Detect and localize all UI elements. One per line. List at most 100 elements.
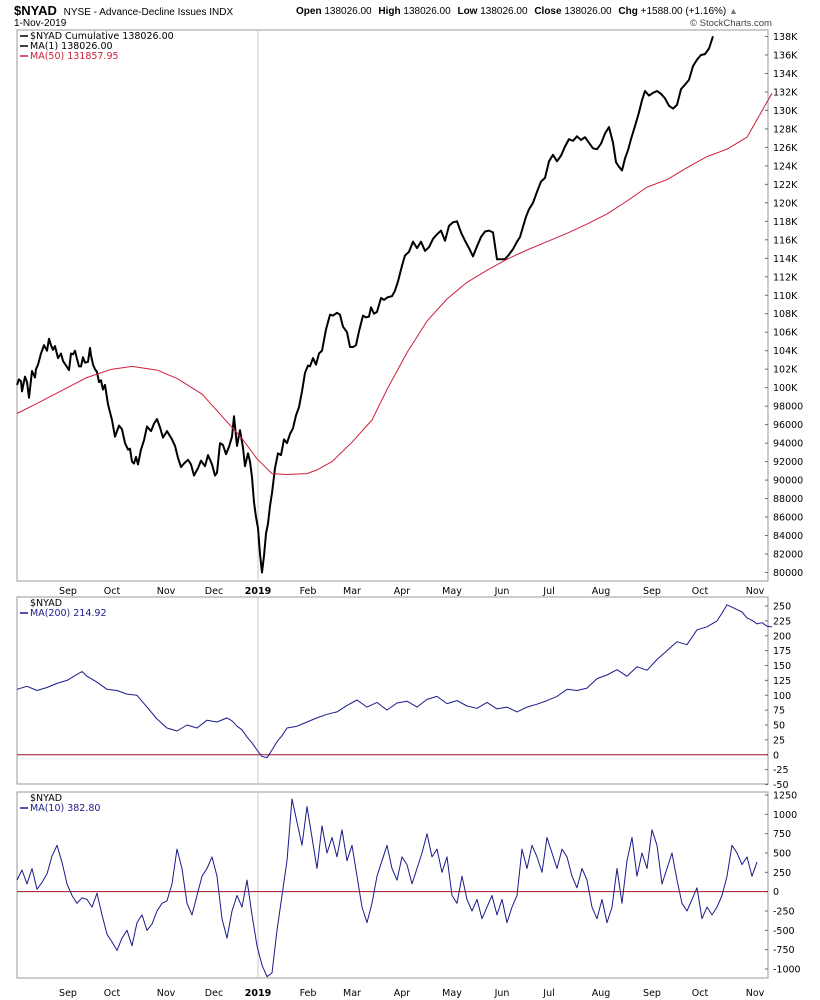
y-tick-label: -250 bbox=[773, 907, 795, 918]
series-line-ma-50- bbox=[16, 93, 773, 475]
low-value: 138026.00 bbox=[480, 6, 528, 17]
y-tick-label: 112K bbox=[773, 272, 798, 283]
high-label: High bbox=[378, 6, 401, 17]
chg-label: Chg bbox=[618, 6, 638, 17]
y-tick-label: 110K bbox=[773, 291, 798, 302]
x-tick-label: Sep bbox=[59, 988, 77, 999]
date-label: 1-Nov-2019 bbox=[14, 18, 67, 29]
y-tick-label: 100K bbox=[773, 383, 798, 394]
x-tick-label: Nov bbox=[157, 586, 176, 597]
y-tick-label: 98000 bbox=[773, 402, 803, 413]
y-tick-label: 94000 bbox=[773, 439, 803, 450]
chg-value: +1588.00 (+1.16%) bbox=[640, 6, 727, 17]
open-value: 138026.00 bbox=[324, 6, 372, 17]
open-label: Open bbox=[296, 6, 322, 17]
y-tick-label: 120K bbox=[773, 198, 798, 209]
y-tick-label: 82000 bbox=[773, 550, 803, 561]
y-tick-label: 0 bbox=[773, 887, 779, 898]
x-tick-label: Oct bbox=[104, 586, 121, 597]
x-tick-label: Oct bbox=[692, 586, 709, 597]
series-line-ma-10- bbox=[16, 798, 758, 978]
x-tick-label: Aug bbox=[592, 586, 611, 597]
y-tick-label: 96000 bbox=[773, 420, 803, 431]
x-tick-label: Sep bbox=[643, 586, 661, 597]
y-tick-label: -50 bbox=[773, 780, 789, 791]
x-tick-label: Mar bbox=[343, 988, 361, 999]
x-tick-label: Jul bbox=[542, 988, 554, 999]
symbol-description: NYSE - Advance-Decline Issues INDX bbox=[63, 7, 234, 18]
y-tick-label: 250 bbox=[773, 868, 791, 879]
y-tick-label: 84000 bbox=[773, 531, 803, 542]
y-tick-label: 138K bbox=[773, 32, 798, 43]
y-tick-label: 108K bbox=[773, 309, 798, 320]
y-tick-label: 150 bbox=[773, 661, 791, 672]
legend-label: MA(10) 382.80 bbox=[30, 803, 100, 814]
y-tick-label: 86000 bbox=[773, 513, 803, 524]
y-tick-label: 750 bbox=[773, 829, 791, 840]
y-tick-label: 90000 bbox=[773, 476, 803, 487]
up-triangle-icon: ▲ bbox=[729, 6, 738, 16]
panel-frame-bottom bbox=[16, 791, 769, 979]
ohlc-readout: Open 138026.00 High 138026.00 Low 138026… bbox=[296, 6, 738, 17]
x-tick-label: Sep bbox=[59, 586, 77, 597]
y-tick-label: 128K bbox=[773, 124, 798, 135]
legend-label: $NYAD Cumulative 138026.00 bbox=[30, 31, 174, 42]
low-label: Low bbox=[457, 6, 478, 17]
y-tick-label: 102K bbox=[773, 365, 798, 376]
y-tick-label: -500 bbox=[773, 926, 795, 937]
y-tick-label: 0 bbox=[773, 750, 779, 761]
y-tick-label: -750 bbox=[773, 945, 795, 956]
x-tick-label: Jun bbox=[494, 988, 510, 999]
x-tick-label: Mar bbox=[343, 586, 361, 597]
y-tick-label: 136K bbox=[773, 50, 798, 61]
x-tick-label: Apr bbox=[394, 586, 411, 597]
y-tick-label: 92000 bbox=[773, 457, 803, 468]
watermark: © StockCharts.com bbox=[690, 18, 772, 29]
panel-title: $NYAD bbox=[30, 793, 62, 804]
y-tick-label: 122K bbox=[773, 180, 798, 191]
x-tick-label: Aug bbox=[592, 988, 611, 999]
x-tick-label: Feb bbox=[300, 988, 317, 999]
x-tick-label: Dec bbox=[205, 586, 223, 597]
y-tick-label: 25 bbox=[773, 735, 785, 746]
panel-title: $NYAD bbox=[30, 598, 62, 609]
series-line-ma-200- bbox=[16, 604, 773, 759]
panel-frame-main bbox=[16, 29, 769, 582]
y-tick-label: 1000 bbox=[773, 810, 797, 821]
series-line-ma-1- bbox=[16, 35, 714, 574]
y-tick-label: 106K bbox=[773, 328, 798, 339]
y-tick-label: 500 bbox=[773, 849, 791, 860]
y-tick-label: 124K bbox=[773, 161, 798, 172]
y-tick-label: 250 bbox=[773, 602, 791, 613]
y-tick-label: 116K bbox=[773, 235, 798, 246]
chart-header: $NYAD NYSE - Advance-Decline Issues INDX bbox=[14, 3, 233, 18]
y-tick-label: 225 bbox=[773, 616, 791, 627]
y-tick-label: 134K bbox=[773, 69, 798, 80]
y-tick-label: 75 bbox=[773, 706, 785, 717]
x-tick-label: May bbox=[442, 586, 462, 597]
close-value: 138026.00 bbox=[564, 6, 612, 17]
x-tick-label: Oct bbox=[692, 988, 709, 999]
x-tick-label: Feb bbox=[300, 586, 317, 597]
y-tick-label: 125 bbox=[773, 676, 791, 687]
legend-label: MA(200) 214.92 bbox=[30, 608, 107, 619]
y-tick-label: 80000 bbox=[773, 568, 803, 579]
y-tick-label: 50 bbox=[773, 721, 785, 732]
x-tick-label: Oct bbox=[104, 988, 121, 999]
x-tick-label: Nov bbox=[746, 586, 765, 597]
legend-label: MA(50) 131857.95 bbox=[30, 51, 119, 62]
high-value: 138026.00 bbox=[403, 6, 451, 17]
close-label: Close bbox=[534, 6, 562, 17]
x-tick-label: Dec bbox=[205, 988, 223, 999]
legend-label: MA(1) 138026.00 bbox=[30, 41, 113, 52]
x-tick-label: Apr bbox=[394, 988, 411, 999]
x-tick-label: May bbox=[442, 988, 462, 999]
y-tick-label: 114K bbox=[773, 254, 798, 265]
y-tick-label: -1000 bbox=[773, 965, 801, 976]
x-tick-label: Jul bbox=[542, 586, 554, 597]
y-tick-label: 175 bbox=[773, 646, 791, 657]
y-tick-label: 132K bbox=[773, 87, 798, 98]
y-tick-label: 100 bbox=[773, 691, 791, 702]
panel-frame-middle bbox=[16, 596, 769, 785]
